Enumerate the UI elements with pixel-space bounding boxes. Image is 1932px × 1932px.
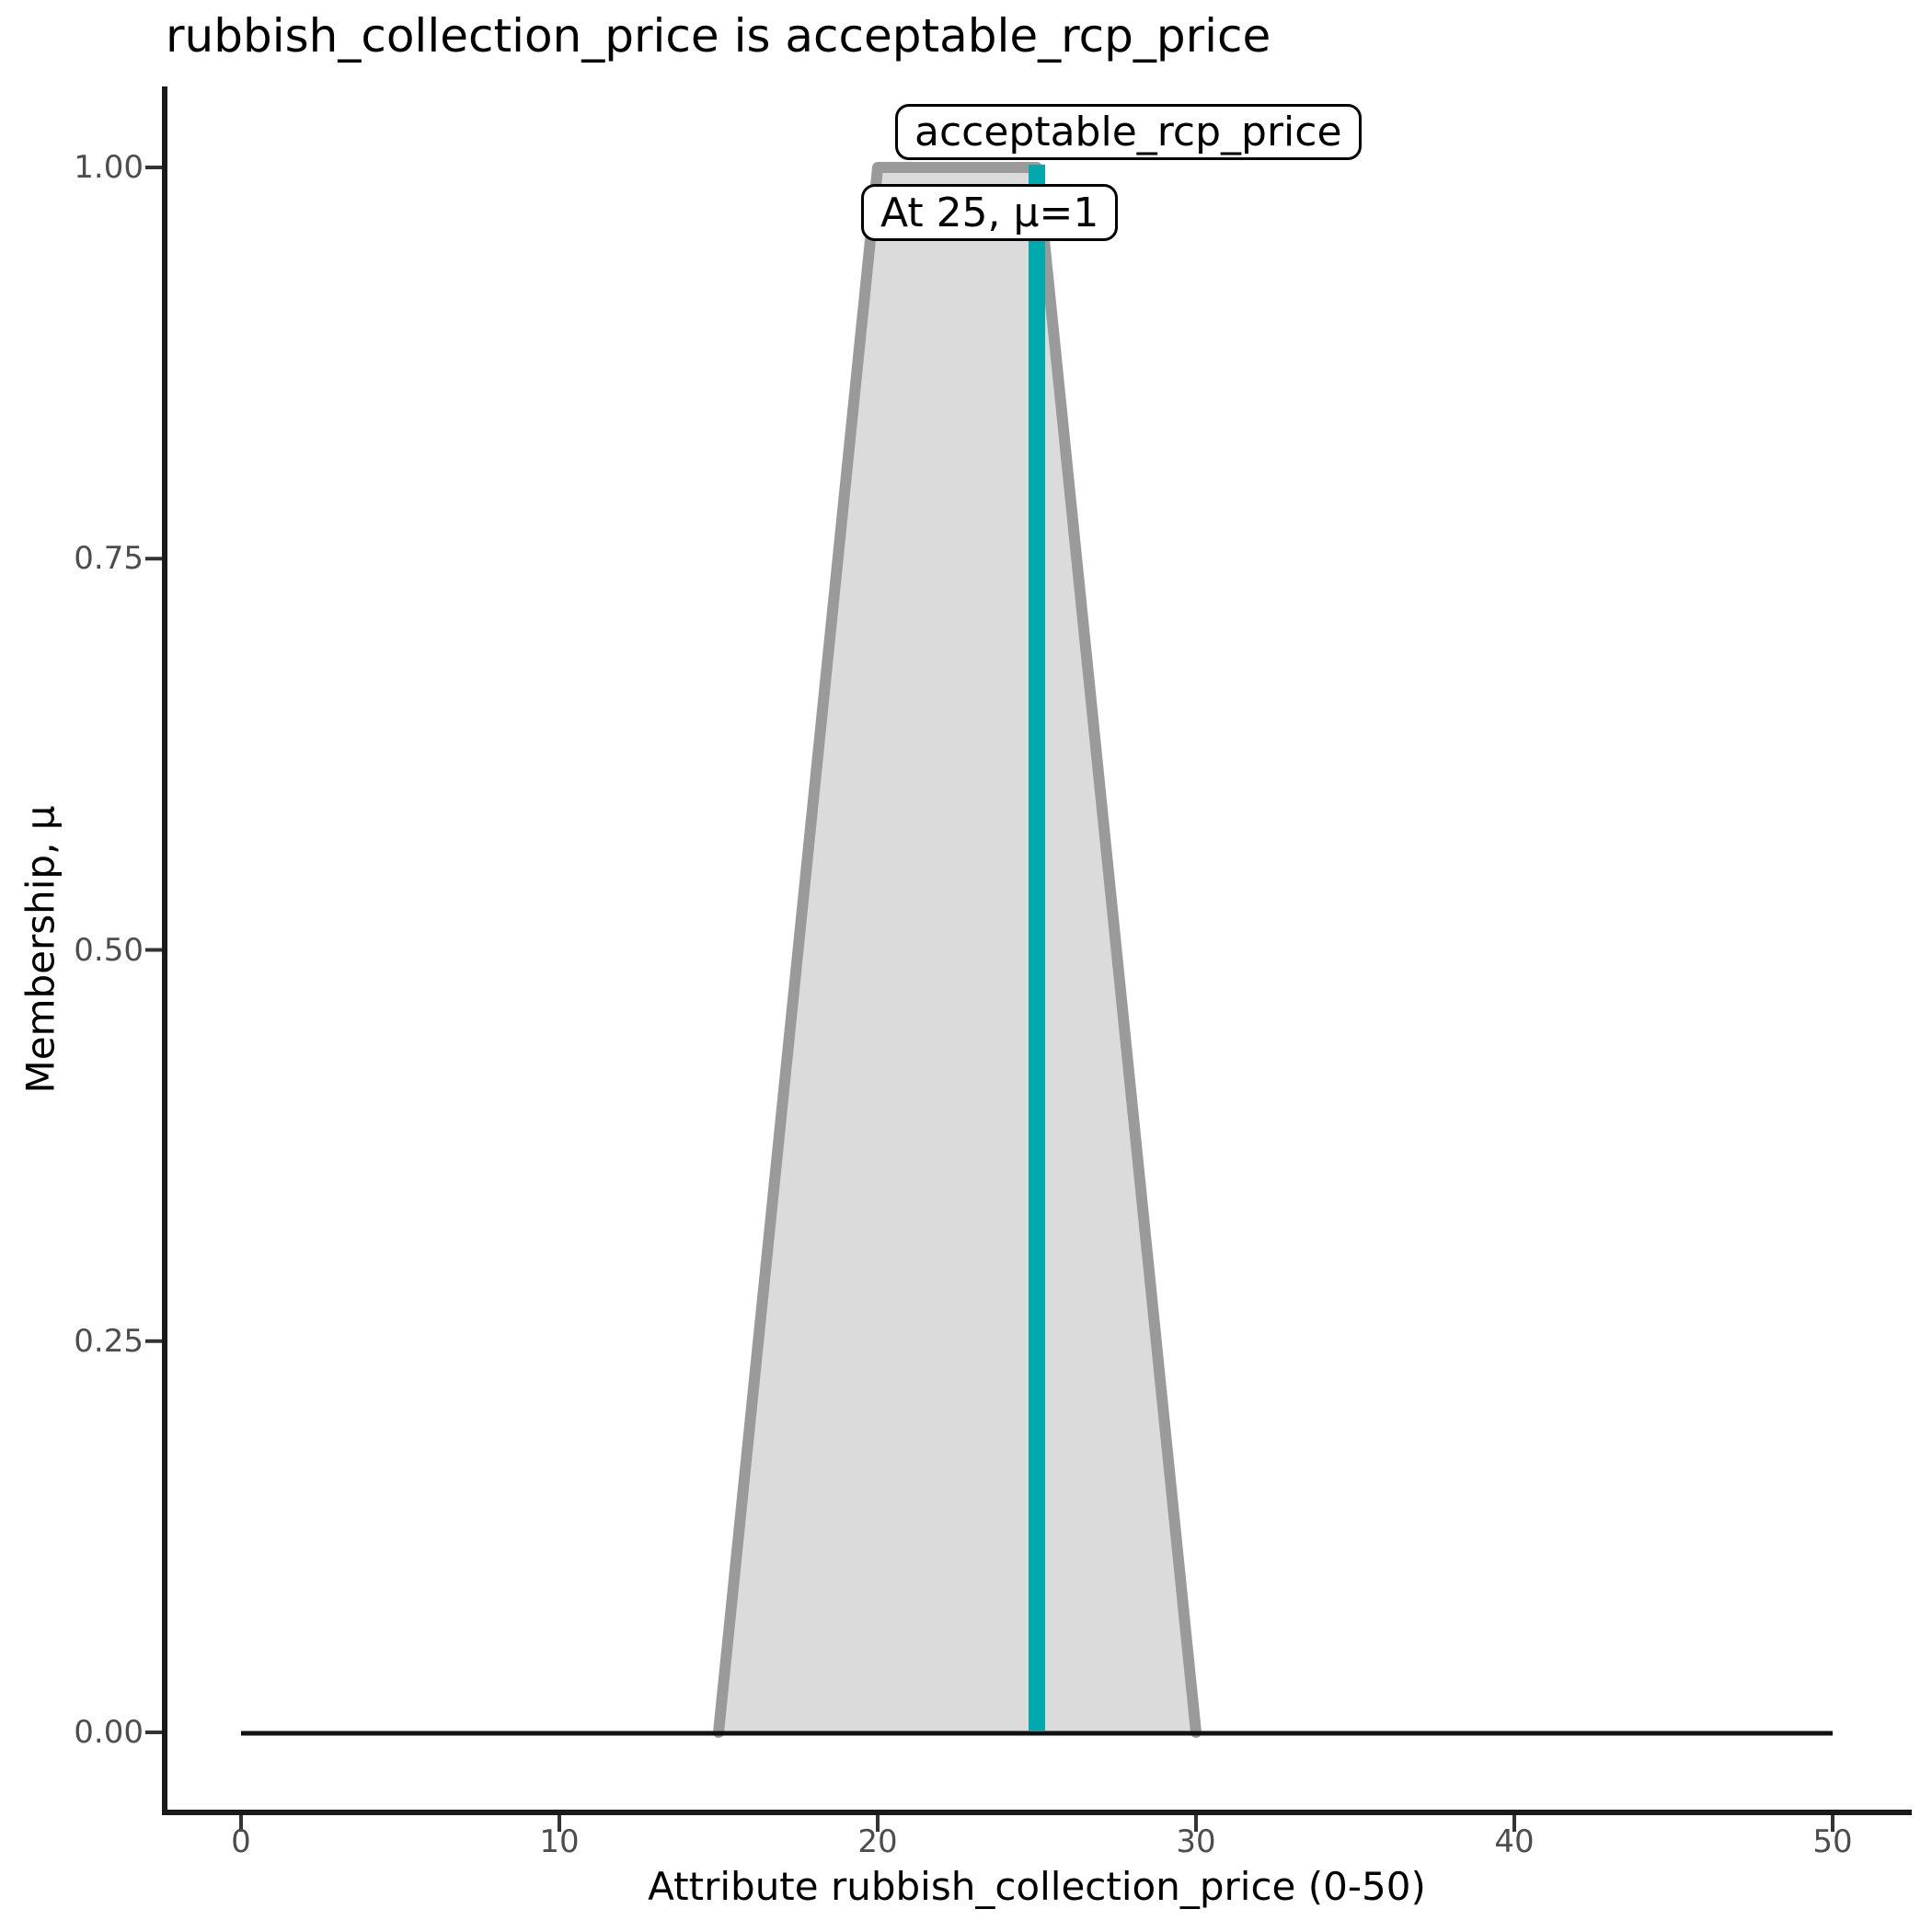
- y-tick-label: 0.50: [74, 931, 144, 969]
- x-tick-label: 20: [857, 1823, 898, 1860]
- y-tick-label: 1.00: [74, 149, 144, 186]
- chart-title: rubbish_collection_price is acceptable_r…: [166, 9, 1271, 63]
- membership-area: [719, 167, 1196, 1732]
- x-axis-title: Attribute rubbish_collection_price (0-50…: [648, 1864, 1426, 1909]
- membership-outline: [713, 162, 1202, 1738]
- crisp-value-annotation: At 25, μ=1: [861, 184, 1119, 241]
- y-tick-label: 0.75: [74, 540, 144, 578]
- y-tick-label: 0.00: [74, 1714, 144, 1751]
- x-tick-label: 40: [1494, 1823, 1535, 1860]
- set-name-label: acceptable_rcp_price: [895, 104, 1362, 160]
- x-tick-label: 10: [539, 1823, 580, 1860]
- x-tick-label: 30: [1176, 1823, 1216, 1860]
- x-tick-label: 50: [1812, 1823, 1853, 1860]
- y-tick-label: 0.25: [74, 1322, 144, 1360]
- x-tick-label: 0: [231, 1823, 251, 1860]
